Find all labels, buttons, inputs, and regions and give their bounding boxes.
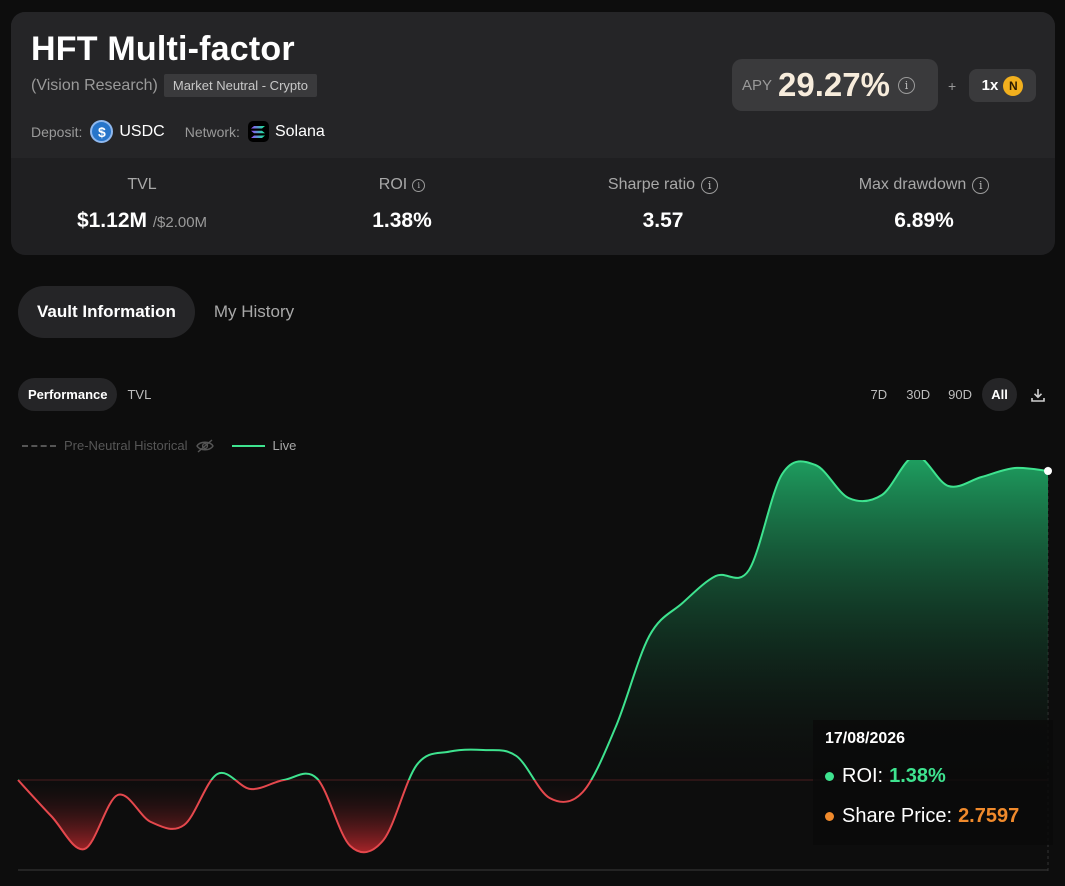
legend-historical-label: Pre-Neutral Historical [64,438,188,453]
vault-title: HFT Multi-factor [31,30,295,68]
boost-multiplier: 1x [981,77,999,94]
tooltip-share-dot [825,812,834,821]
sharpe-label-row: Sharpe ratio i [533,176,793,194]
deposit-label: Deposit: [31,123,83,140]
tooltip-share-value: 2.7597 [958,805,1020,827]
tab-my-history[interactable]: My History [213,302,295,321]
boost-badge[interactable]: 1x N [969,69,1036,102]
tooltip-share-label: Share Price: [842,805,953,827]
tooltip-share-row: Share Price: 2.7597 [825,805,1041,828]
sharpe-label: Sharpe ratio [607,176,696,193]
deposit-asset: USDC [119,122,165,140]
roi-label-row: ROI i [272,176,532,194]
legend-live[interactable]: Live [231,438,297,453]
tvl-label: TVL [127,176,157,193]
solana-icon [247,121,269,142]
sharpe-info-icon[interactable]: i [701,176,719,194]
tvl-value-row: $1.12M /$2.00M [12,209,272,233]
tooltip-roi-dot [825,772,834,781]
chart-end-point [1044,467,1052,475]
mdd-label: Max drawdown [858,176,967,193]
apy-info-icon[interactable]: i [897,76,915,94]
range-selector: 7D 30D 90D All [861,378,1053,411]
roi-line-negative [17,780,593,854]
mdd-info-icon[interactable]: i [972,176,990,194]
network-name: Solana [274,122,325,140]
apy-badge: APY 29.27% i [732,59,938,111]
stat-roi: ROI i 1.38% [272,176,532,233]
area-positive [18,460,1048,780]
sharpe-value: 3.57 [642,209,684,232]
tooltip-roi-label: ROI: [842,765,884,787]
stat-tvl: TVL $1.12M /$2.00M [12,176,272,233]
plus-sign: + [948,78,957,94]
mdd-value: 6.89% [894,209,954,232]
network-label: Network: [184,123,240,140]
range-30d[interactable]: 30D [906,387,931,402]
vault-summary-card: HFT Multi-factor (Vision Research) Marke… [11,12,1055,255]
apy-value: 29.27% [778,66,890,103]
chart-type-tabs: Performance TVL [18,378,161,411]
tooltip-roi-row: ROI: 1.38% [825,765,1041,788]
stat-sharpe: Sharpe ratio i 3.57 [533,176,793,233]
roi-info-icon[interactable]: i [412,178,426,192]
boost-token-icon: N [1003,75,1024,96]
usdc-icon: $ [90,120,114,143]
download-icon[interactable] [1023,378,1053,411]
tab-performance[interactable]: Performance [18,378,118,411]
tooltip-roi-value: 1.38% [889,765,946,787]
legend-historical[interactable]: Pre-Neutral Historical [22,438,214,453]
area-negative [18,780,1048,853]
roi-label: ROI [378,176,408,193]
strategy-tag: Market Neutral - Crypto [163,74,317,97]
tab-vault-information[interactable]: Vault Information [18,286,195,338]
tab-tvl[interactable]: TVL [127,387,152,402]
tvl-value: $1.12M [76,209,147,232]
roi-line-positive [18,460,1049,780]
vault-provider: (Vision Research) [31,76,158,94]
range-90d[interactable]: 90D [948,387,972,402]
deposit-network-row: Deposit: $ USDC Network: Solana [31,120,325,143]
range-7d[interactable]: 7D [870,387,888,402]
chart-legend: Pre-Neutral Historical Live [22,438,296,453]
stat-max-drawdown: Max drawdown i 6.89% [794,176,1054,233]
vault-subtitle: (Vision Research) Market Neutral - Crypt… [31,74,317,97]
chart-tooltip: 17/08/2026 ROI: 1.38% Share Price: 2.759… [813,720,1053,845]
tooltip-date: 17/08/2026 [825,730,906,747]
legend-live-label: Live [272,438,297,453]
legend-historical-swatch [22,444,56,447]
apy-label: APY [742,76,773,94]
performance-chart[interactable] [0,460,1065,886]
range-all[interactable]: All [982,378,1017,411]
tvl-cap: /$2.00M [152,214,208,231]
legend-live-swatch [231,444,265,447]
eye-off-icon [195,438,214,453]
mdd-label-row: Max drawdown i [794,176,1054,194]
roi-value: 1.38% [372,209,432,232]
main-tabs: Vault Information My History [18,286,313,338]
